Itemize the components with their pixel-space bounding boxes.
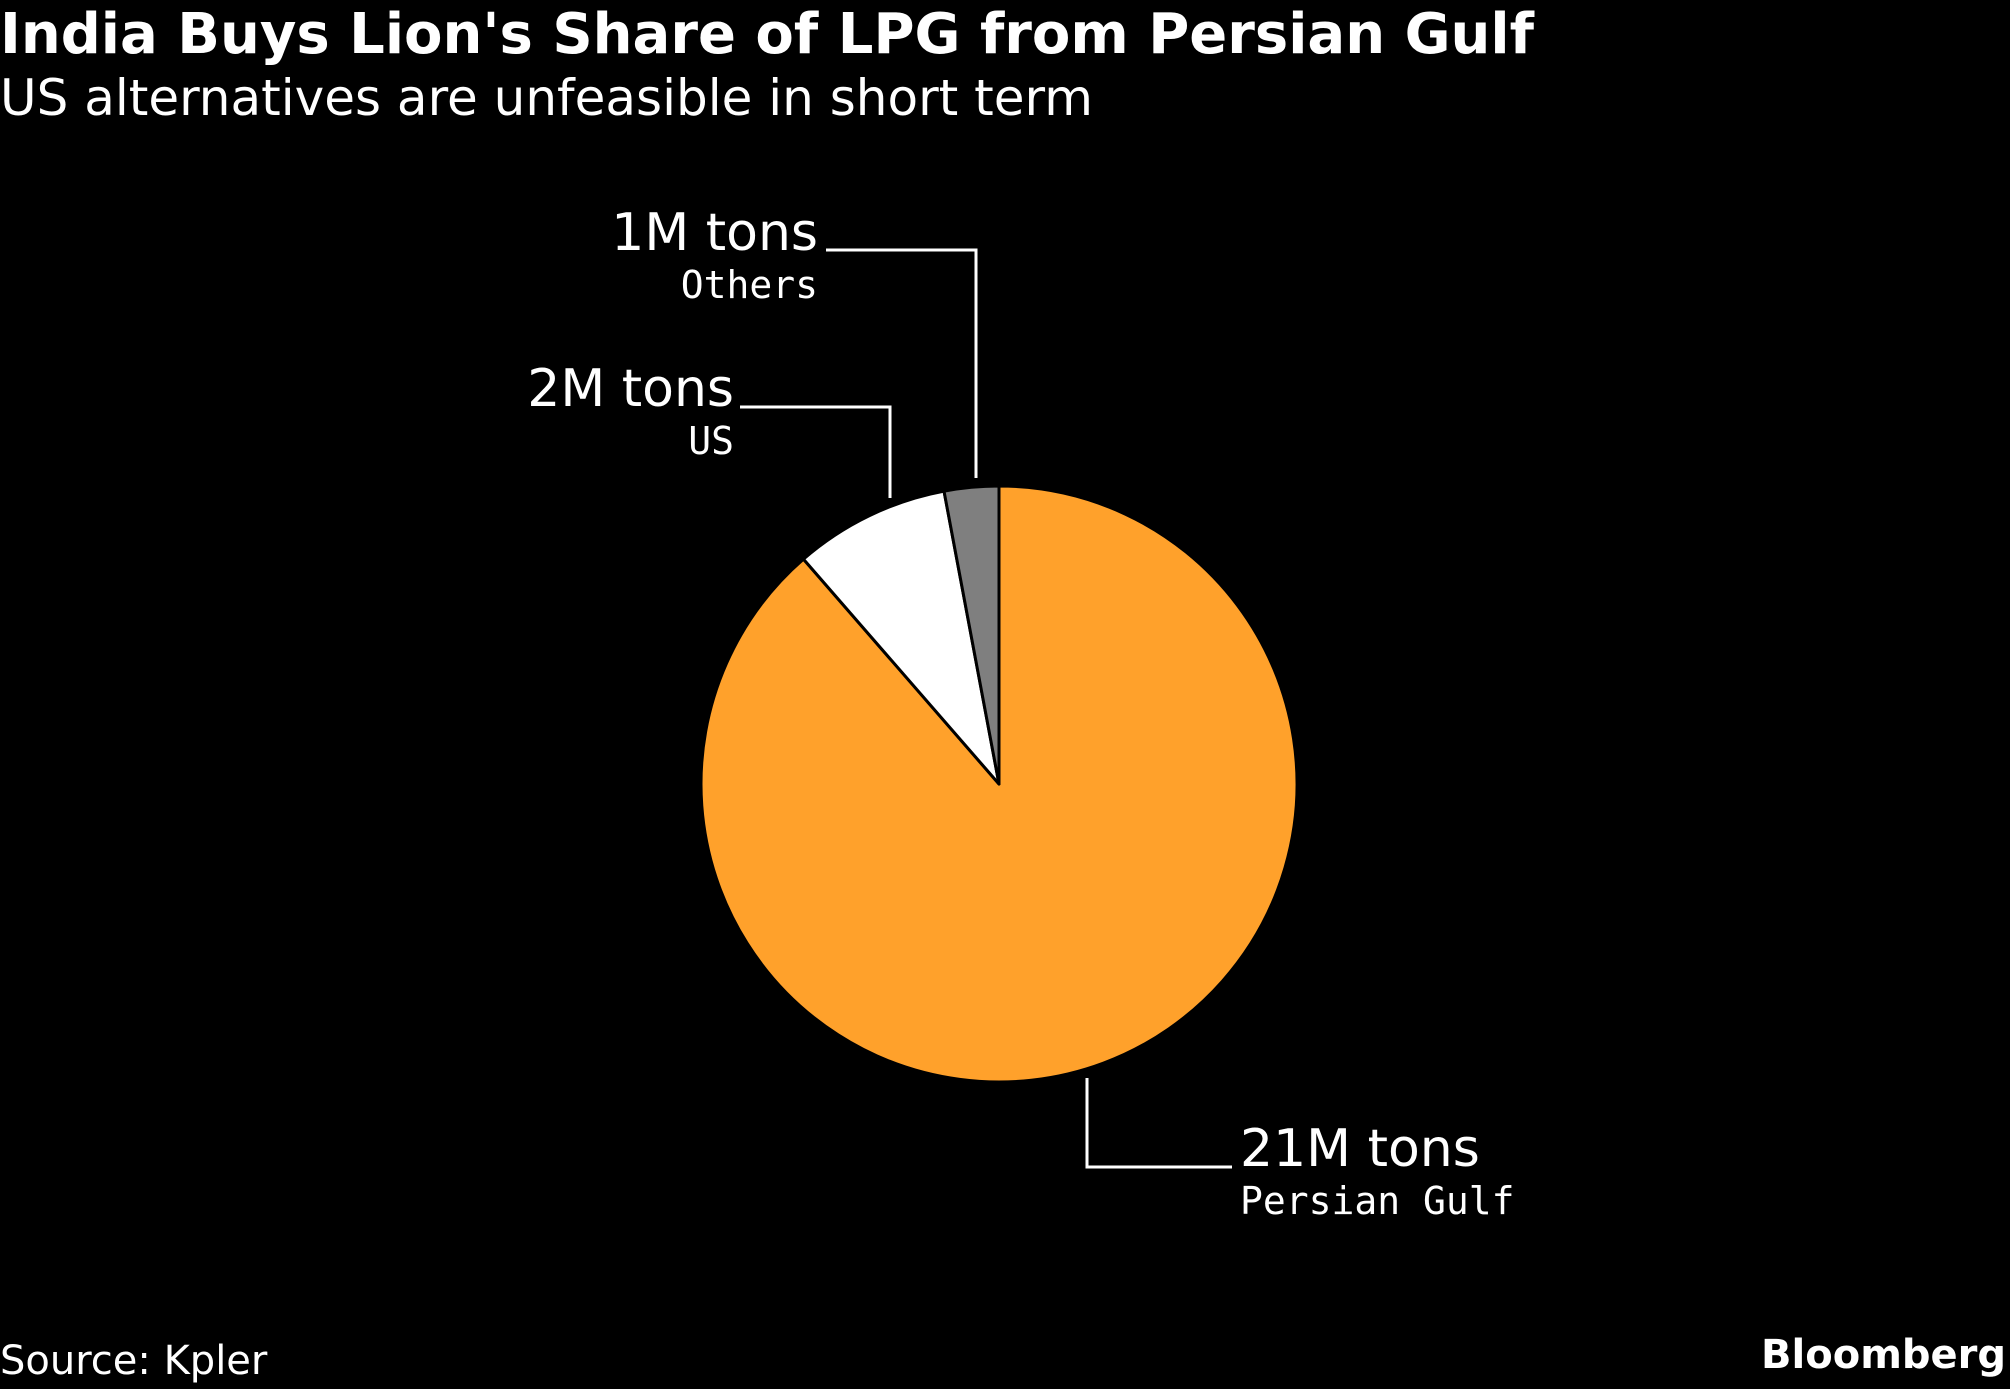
pie-slice-others xyxy=(942,484,1001,786)
slice-value-label-us: 2M tons xyxy=(527,359,734,419)
slice-value-label-others: 1M tons xyxy=(611,203,818,263)
slice-name-label-persian-gulf: Persian Gulf xyxy=(1240,1179,1515,1223)
slice-name-label-us: US xyxy=(688,419,734,463)
slice-name-label-others: Others xyxy=(681,263,818,307)
leader-line-persian-gulf xyxy=(1085,1078,1232,1169)
chart-subtitle: US alternatives are unfeasible in short … xyxy=(0,69,1093,127)
chart-title: India Buys Lion's Share of LPG from Pers… xyxy=(0,2,1534,67)
slice-value-label-persian-gulf: 21M tons xyxy=(1240,1119,1480,1179)
pie-slice-persian-gulf xyxy=(699,484,1299,1084)
leader-line-us xyxy=(740,405,892,498)
pie-slices xyxy=(699,484,1299,1084)
bloomberg-logo: Bloomberg xyxy=(1761,1332,2006,1378)
source-note: Source: Kpler xyxy=(0,1338,268,1384)
pie-slice-us xyxy=(801,489,1001,786)
leader-line-others xyxy=(826,248,978,478)
